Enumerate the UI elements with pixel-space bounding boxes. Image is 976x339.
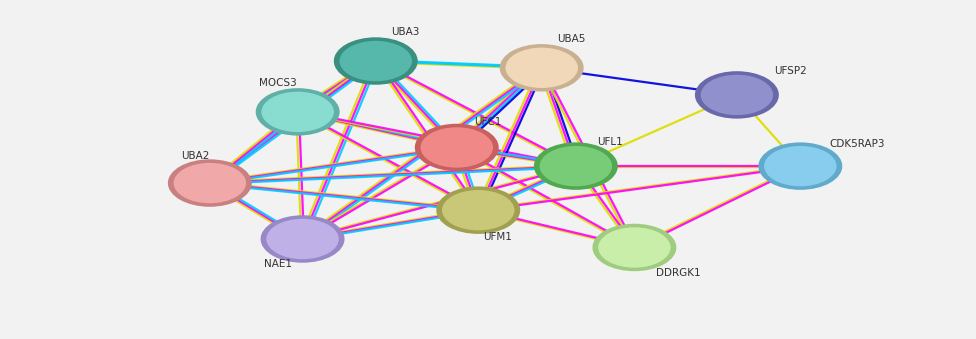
Text: UBA2: UBA2 (181, 151, 210, 161)
Ellipse shape (261, 91, 335, 133)
Ellipse shape (763, 145, 837, 187)
Text: UBA5: UBA5 (556, 34, 586, 44)
Ellipse shape (695, 71, 779, 119)
Text: UFC1: UFC1 (474, 117, 502, 127)
Text: UBA3: UBA3 (390, 27, 420, 37)
Text: UFL1: UFL1 (597, 137, 623, 147)
Ellipse shape (339, 40, 413, 82)
Ellipse shape (265, 218, 340, 260)
Ellipse shape (597, 226, 671, 268)
Ellipse shape (592, 224, 676, 271)
Ellipse shape (436, 186, 520, 234)
Ellipse shape (758, 142, 842, 190)
Ellipse shape (168, 159, 252, 207)
Ellipse shape (539, 145, 613, 187)
Ellipse shape (500, 44, 584, 92)
Text: CDK5RAP3: CDK5RAP3 (830, 139, 884, 149)
Text: MOCS3: MOCS3 (260, 78, 297, 88)
Text: NAE1: NAE1 (264, 259, 292, 270)
Ellipse shape (415, 124, 499, 171)
Ellipse shape (261, 215, 345, 263)
Text: DDRGK1: DDRGK1 (656, 268, 701, 278)
Ellipse shape (505, 47, 579, 89)
Ellipse shape (420, 126, 494, 168)
Ellipse shape (173, 162, 247, 204)
Ellipse shape (700, 74, 774, 116)
Text: UFSP2: UFSP2 (774, 66, 807, 76)
Ellipse shape (441, 189, 515, 231)
Ellipse shape (256, 88, 340, 136)
Ellipse shape (334, 37, 418, 85)
Text: UFM1: UFM1 (483, 232, 512, 242)
Ellipse shape (534, 142, 618, 190)
